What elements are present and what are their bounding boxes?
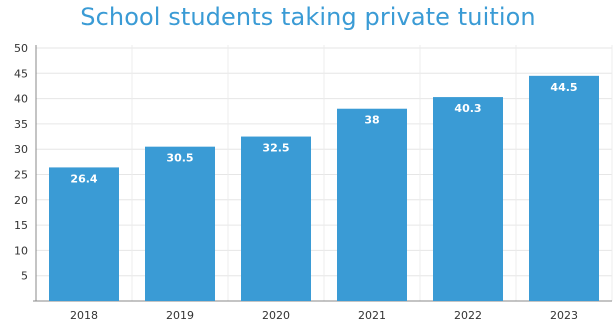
axis-layer: 5 10 15 20 25 30 35 40 45 50 2018 2019 2020 2021 2022 2… xyxy=(14,42,612,322)
bar-2022 xyxy=(433,97,503,301)
x-tick-label: 2021 xyxy=(358,309,386,322)
y-tick-label: 30 xyxy=(14,143,28,156)
grid-layer xyxy=(36,45,613,301)
bar-2023 xyxy=(529,75,599,301)
y-tick-label: 40 xyxy=(14,93,28,106)
label-layer: 26.4 30.5 32.5 38 40.3 44.5 xyxy=(70,81,577,186)
y-tick-label: 45 xyxy=(14,67,28,80)
x-tick-label: 2019 xyxy=(166,309,194,322)
bar-2020 xyxy=(241,136,311,301)
data-label: 44.5 xyxy=(550,81,577,94)
bar-2019 xyxy=(145,146,215,301)
y-tick-label: 10 xyxy=(14,244,28,257)
data-label: 30.5 xyxy=(166,152,193,165)
bar-2021 xyxy=(337,108,407,301)
data-label: 38 xyxy=(364,114,379,127)
x-tick-label: 2023 xyxy=(550,309,578,322)
y-tick-label: 25 xyxy=(14,169,28,182)
y-tick-label: 50 xyxy=(14,42,28,55)
y-tick-label: 5 xyxy=(21,270,28,283)
y-tick-label: 20 xyxy=(14,194,28,207)
data-label: 40.3 xyxy=(454,102,481,115)
chart-title: School students taking private tuition xyxy=(80,3,536,31)
y-tick-label: 15 xyxy=(14,219,28,232)
x-tick-label: 2020 xyxy=(262,309,290,322)
y-tick-label: 35 xyxy=(14,118,28,131)
data-label: 26.4 xyxy=(70,172,97,185)
data-label: 32.5 xyxy=(262,142,289,155)
bar-layer xyxy=(49,75,599,301)
x-tick-label: 2022 xyxy=(454,309,482,322)
bar-2018 xyxy=(49,167,119,301)
x-tick-label: 2018 xyxy=(70,309,98,322)
